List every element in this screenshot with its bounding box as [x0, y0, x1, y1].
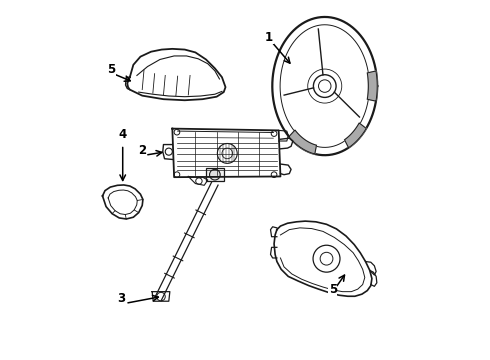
Text: 3: 3 [118, 292, 125, 305]
FancyBboxPatch shape [206, 168, 224, 181]
Polygon shape [368, 71, 377, 101]
Text: 4: 4 [119, 128, 127, 141]
Polygon shape [289, 130, 317, 154]
Text: 5: 5 [329, 283, 337, 296]
Circle shape [210, 169, 220, 180]
Polygon shape [344, 123, 366, 148]
Text: 5: 5 [107, 63, 115, 76]
Text: 2: 2 [138, 144, 146, 157]
Text: 1: 1 [265, 31, 273, 44]
